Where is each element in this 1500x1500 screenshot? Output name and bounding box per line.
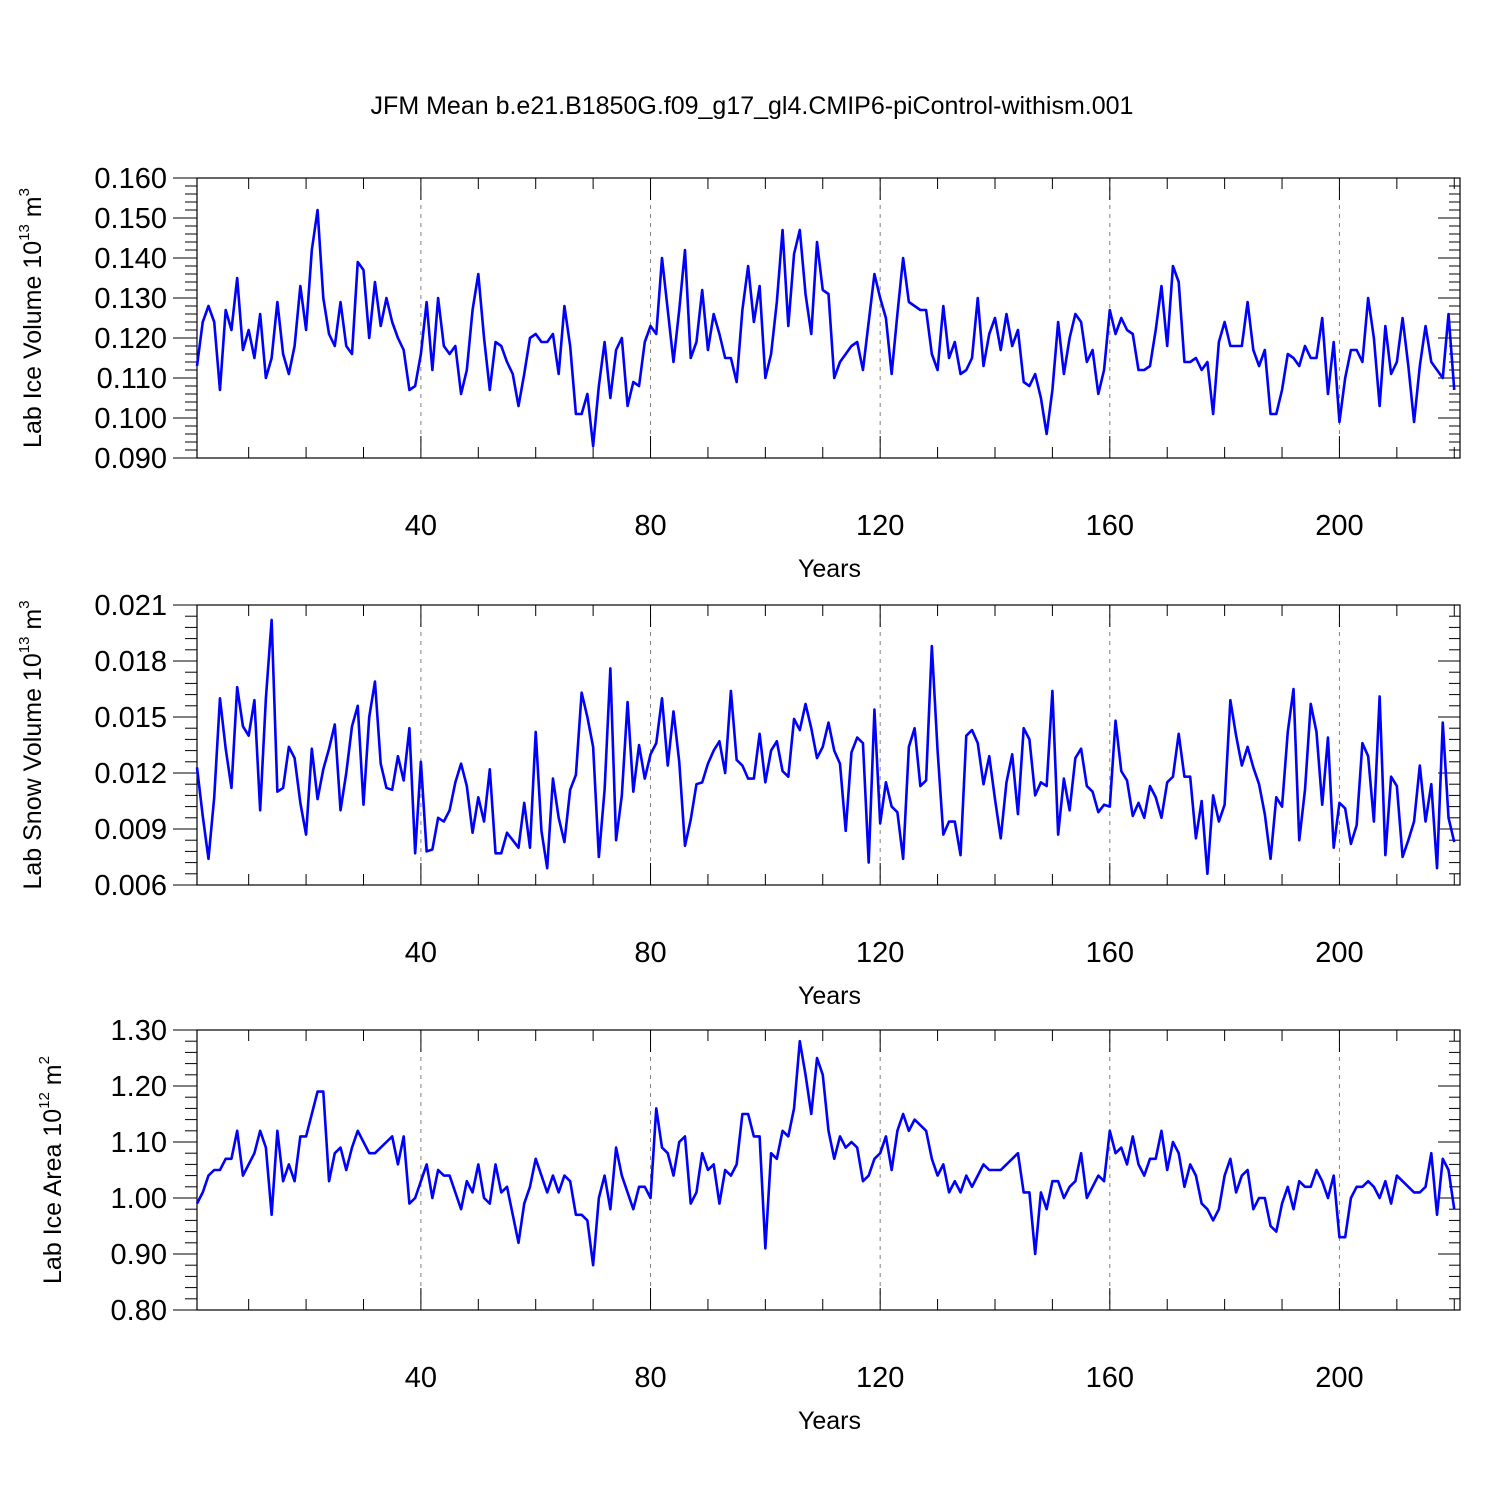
series-line <box>195 1039 1456 1267</box>
y-tick-label: 0.018 <box>94 646 167 678</box>
y-tick-label: 0.150 <box>94 203 167 235</box>
y-tick-label: 0.090 <box>94 443 167 475</box>
x-tick-label: 200 <box>1315 1362 1363 1394</box>
x-tick-label: 200 <box>1315 937 1363 969</box>
y-tick-label: 0.021 <box>94 590 167 622</box>
x-tick-label: 160 <box>1086 510 1134 542</box>
panel-1: 0.090 0.100 0.110 0.120 0.130 0.140 0.150 0.160… <box>16 163 1461 583</box>
x-tick-label: 200 <box>1315 510 1363 542</box>
y-tick-label: 0.009 <box>94 814 167 846</box>
plot-frame <box>196 1029 1461 1311</box>
x-tick-label: 40 <box>405 510 437 542</box>
x-tick-label: 160 <box>1086 1362 1134 1394</box>
x-axis-label: Years <box>798 1407 861 1435</box>
x-tick-label: 120 <box>856 937 904 969</box>
y-tick-label: 1.10 <box>111 1127 167 1159</box>
y-tick-label: 0.160 <box>94 163 167 195</box>
x-tick-label: 120 <box>856 1362 904 1394</box>
y-axis-label: Lab Ice Volume 1013 m3 <box>16 188 47 448</box>
y-tick-label: 1.20 <box>111 1071 167 1103</box>
y-tick-label: 0.130 <box>94 283 167 315</box>
y-tick-label: 0.90 <box>111 1239 167 1271</box>
panel-3: 0.80 0.90 1.00 1.10 1.20 1.30 40 80 120 160 200 Yea… <box>36 1015 1461 1435</box>
chart-title: JFM Mean b.e21.B1850G.f09_g17_gl4.CMIP6-… <box>371 92 1134 120</box>
y-tick-label: 1.30 <box>111 1015 167 1047</box>
y-tick-label: 0.100 <box>94 403 167 435</box>
y-axis-label: Lab Ice Area 1012 m2 <box>36 1056 67 1284</box>
series-line <box>195 618 1456 876</box>
plot-frame <box>196 177 1461 459</box>
series-line <box>195 208 1456 448</box>
y-tick-label: 0.140 <box>94 243 167 275</box>
x-tick-label: 80 <box>634 937 666 969</box>
plot-frame <box>196 604 1461 886</box>
x-tick-label: 160 <box>1086 937 1134 969</box>
x-tick-label: 80 <box>634 510 666 542</box>
x-tick-label: 120 <box>856 510 904 542</box>
x-tick-label: 40 <box>405 937 437 969</box>
x-axis-label: Years <box>798 555 861 583</box>
y-tick-label: 0.120 <box>94 323 167 355</box>
y-tick-label: 0.110 <box>97 363 167 395</box>
y-tick-label: 0.006 <box>94 870 167 902</box>
y-tick-label: 0.015 <box>94 702 167 734</box>
y-tick-label: 0.80 <box>111 1295 167 1327</box>
y-axis-label: Lab Snow Volume 1013 m3 <box>16 600 47 889</box>
x-tick-label: 40 <box>405 1362 437 1394</box>
panel-2: 0.006 0.009 0.012 0.015 0.018 0.021 40 80 120 160… <box>16 590 1461 1010</box>
x-axis-label: Years <box>798 982 861 1010</box>
x-tick-label: 80 <box>634 1362 666 1394</box>
y-tick-label: 0.012 <box>94 758 167 790</box>
y-tick-label: 1.00 <box>111 1183 167 1215</box>
